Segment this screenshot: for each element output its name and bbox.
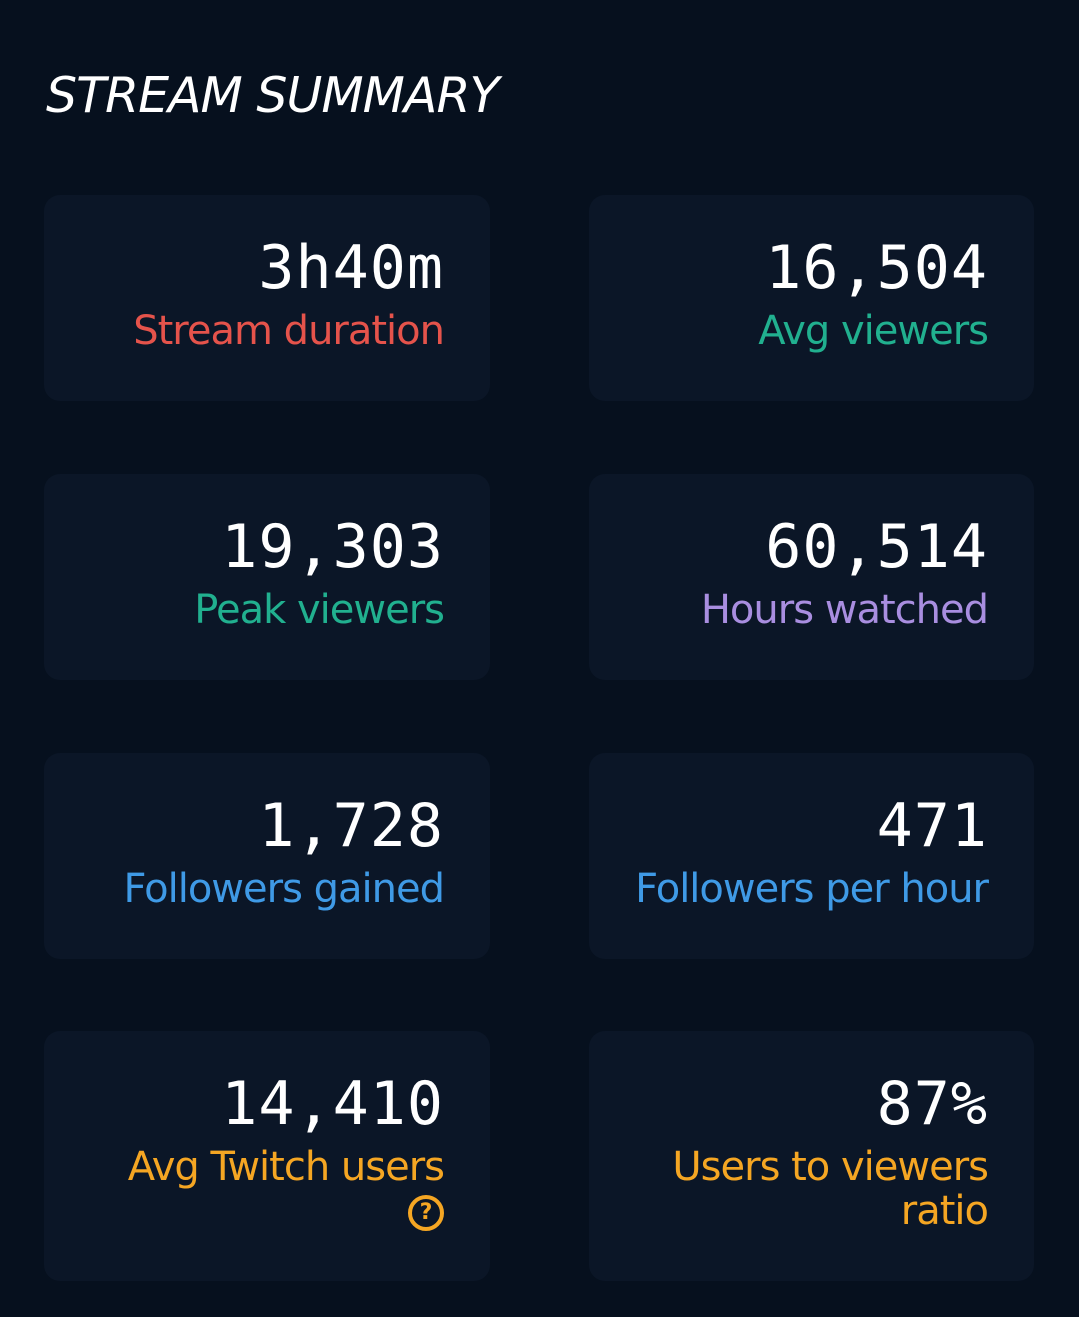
stat-card-followers-per-hour: 471 Followers per hour xyxy=(589,753,1034,959)
stat-value: 87% xyxy=(876,1069,988,1139)
stat-card-users-to-viewers-ratio: 87% Users to viewers ratio xyxy=(589,1031,1034,1281)
stat-card-avg-viewers: 16,504 Avg viewers xyxy=(589,195,1034,401)
stat-label: Users to viewers ratio xyxy=(672,1144,989,1234)
stat-value: 14,410 xyxy=(221,1069,444,1139)
stat-label: Peak viewers xyxy=(194,587,445,633)
stat-value: 19,303 xyxy=(221,512,444,582)
stat-card-followers-gained: 1,728 Followers gained xyxy=(44,753,490,959)
stat-value: 3h40m xyxy=(258,233,444,303)
stat-label: Followers per hour xyxy=(635,866,989,912)
stat-label: Stream duration xyxy=(133,308,445,354)
stat-value: 471 xyxy=(876,791,988,861)
stat-card-hours-watched: 60,514 Hours watched xyxy=(589,474,1034,680)
stat-label: Hours watched xyxy=(700,587,989,633)
stat-value: 1,728 xyxy=(258,791,444,861)
stat-card-avg-twitch-users: 14,410 Avg Twitch users ? xyxy=(44,1031,490,1281)
stat-label: Avg viewers xyxy=(758,308,989,354)
stat-card-peak-viewers: 19,303 Peak viewers xyxy=(44,474,490,680)
stat-label: Avg Twitch users xyxy=(127,1144,445,1190)
stat-label: Followers gained xyxy=(123,866,445,912)
stat-card-stream-duration: 3h40m Stream duration xyxy=(44,195,490,401)
stat-value: 60,514 xyxy=(765,512,988,582)
question-circle-icon[interactable]: ? xyxy=(408,1195,444,1231)
stat-value: 16,504 xyxy=(765,233,988,303)
page-title: STREAM SUMMARY xyxy=(46,67,499,124)
